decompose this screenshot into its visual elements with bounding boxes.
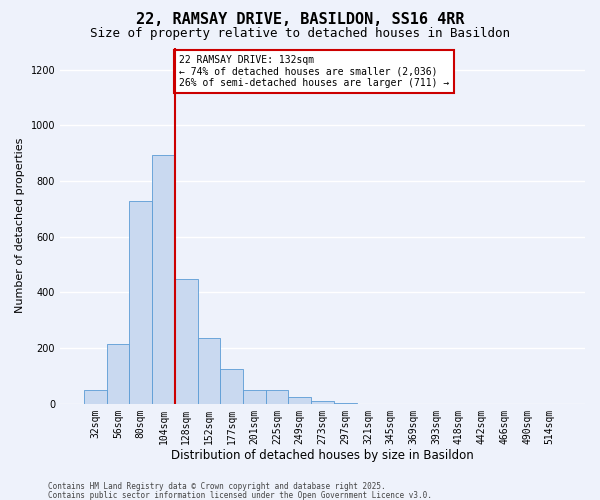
Bar — [289, 397, 311, 404]
Y-axis label: Number of detached properties: Number of detached properties — [15, 138, 25, 314]
Bar — [175, 278, 197, 404]
Text: 22 RAMSAY DRIVE: 132sqm
← 74% of detached houses are smaller (2,036)
26% of semi: 22 RAMSAY DRIVE: 132sqm ← 74% of detache… — [179, 54, 449, 88]
Text: Size of property relative to detached houses in Basildon: Size of property relative to detached ho… — [90, 28, 510, 40]
Text: 22, RAMSAY DRIVE, BASILDON, SS16 4RR: 22, RAMSAY DRIVE, BASILDON, SS16 4RR — [136, 12, 464, 28]
Bar — [197, 338, 220, 404]
Text: Contains public sector information licensed under the Open Government Licence v3: Contains public sector information licen… — [48, 490, 432, 500]
Bar — [266, 390, 289, 404]
Bar — [152, 154, 175, 404]
Bar — [311, 401, 334, 404]
X-axis label: Distribution of detached houses by size in Basildon: Distribution of detached houses by size … — [171, 450, 474, 462]
Bar — [107, 344, 130, 404]
Text: Contains HM Land Registry data © Crown copyright and database right 2025.: Contains HM Land Registry data © Crown c… — [48, 482, 386, 491]
Bar — [220, 369, 243, 404]
Bar — [130, 200, 152, 404]
Bar — [243, 390, 266, 404]
Bar — [84, 390, 107, 404]
